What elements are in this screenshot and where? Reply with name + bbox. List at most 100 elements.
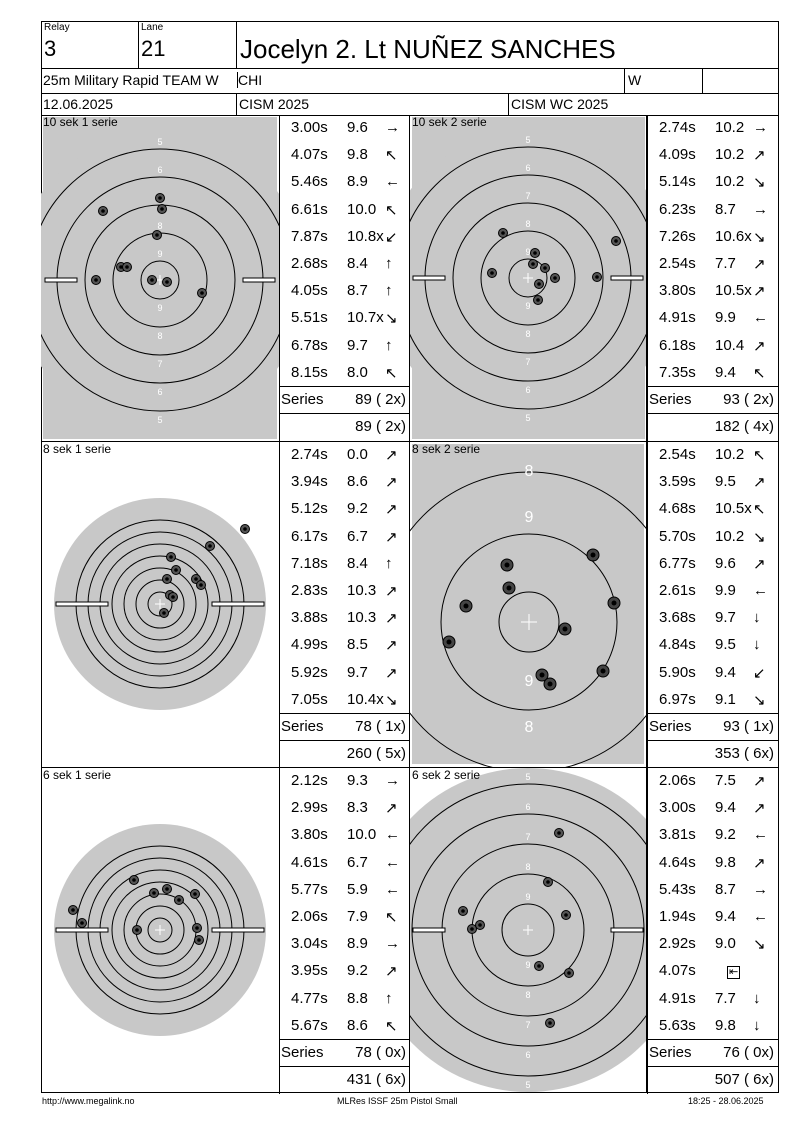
direction-arrow-icon: ← <box>753 826 768 844</box>
shot-row: 2.99s 8.3 ↗ <box>279 795 410 822</box>
direction-arrow-icon: ↗ <box>753 256 766 273</box>
shot-row: 4.68s 10.5x ↖ <box>647 496 778 523</box>
series-total: 76 ( 0x) <box>723 1044 774 1061</box>
svg-text:8: 8 <box>525 990 530 1000</box>
target-panel: 5 5 6 6 7 7 8 8 9 9 6 sek 2 serie <box>410 768 647 1094</box>
shot-time: 1.94s <box>659 908 696 925</box>
relay-number: 3 <box>44 36 57 61</box>
shot-score: 9.7 <box>715 609 736 627</box>
shot-row: 6.61s 10.0 ↖ <box>279 197 410 224</box>
shot-row: 3.94s 8.6 ↗ <box>279 469 410 496</box>
svg-text:5: 5 <box>525 772 530 782</box>
svg-text:7: 7 <box>525 357 530 367</box>
shot-score: 10.4x <box>347 690 384 708</box>
grid-line <box>279 1039 410 1040</box>
direction-arrow-icon: ↗ <box>385 447 398 464</box>
svg-text:7: 7 <box>157 359 162 369</box>
direction-arrow-icon: ↙ <box>753 664 766 682</box>
direction-arrow-icon: ↗ <box>753 474 766 492</box>
series-name: 6 sek 1 serie <box>43 768 112 782</box>
running-total: 507 ( 6x) <box>714 1071 774 1088</box>
shot-row: 2.74s 10.2 → <box>647 115 778 142</box>
svg-text:5: 5 <box>157 137 162 147</box>
direction-arrow-icon: ↘ <box>385 310 398 328</box>
shot-score: 8.5 <box>347 636 368 654</box>
svg-text:7: 7 <box>525 191 530 201</box>
shot-score: 8.0 <box>347 363 368 381</box>
shot-row: 2.74s 0.0 ↗ <box>279 442 410 469</box>
shot-row: 2.61s 9.9 ← <box>647 578 778 605</box>
shot-time: 2.61s <box>659 582 696 599</box>
shot-time: 3.94s <box>291 473 328 491</box>
direction-arrow-icon: ↓ <box>753 609 761 627</box>
direction-arrow-icon: ↗ <box>753 283 766 301</box>
shot-row: 3.88s 10.3 ↗ <box>279 605 410 632</box>
shot-time: 5.90s <box>659 663 696 681</box>
direction-arrow-icon: ← <box>753 309 768 327</box>
shot-score: 10.0 <box>347 826 377 844</box>
series-total-row: Series 93 ( 2x) <box>647 387 778 414</box>
target-panel: 5 5 6 6 7 7 8 8 9 9 10 sek 2 serie <box>410 115 647 441</box>
shot-time: 2.99s <box>291 799 328 817</box>
direction-arrow-icon: ↗ <box>385 637 398 655</box>
shot-score: 9.8 <box>347 146 368 164</box>
shot-row: 2.12s 9.3 → <box>279 768 410 795</box>
event-name: 25m Military Rapid TEAM W <box>43 72 219 88</box>
direction-arrow-icon: ↗ <box>385 963 398 981</box>
shot-time: 4.05s <box>291 282 328 300</box>
direction-arrow-icon: ↑ <box>385 554 393 572</box>
shot-score: 0.0 <box>347 446 368 463</box>
shot-time: 4.84s <box>659 636 696 654</box>
grid-line <box>647 413 778 414</box>
grid-line <box>647 386 778 387</box>
direction-arrow-icon: ↗ <box>753 337 766 355</box>
svg-text:6: 6 <box>525 163 530 173</box>
shot-row: 6.18s 10.4 ↗ <box>647 333 778 360</box>
svg-text:6: 6 <box>525 1050 530 1060</box>
running-total-row: 507 ( 6x) <box>647 1067 778 1094</box>
shot-score: 9.8 <box>715 853 736 871</box>
shot-row: 2.06s 7.9 ↖ <box>279 904 410 931</box>
direction-arrow-icon: → <box>753 200 768 218</box>
grid-line <box>647 713 778 714</box>
shot-row: 6.17s 6.7 ↗ <box>279 524 410 551</box>
shot-score: 9.0 <box>715 935 736 953</box>
shot-row: 5.92s 9.7 ↗ <box>279 660 410 687</box>
svg-text:8: 8 <box>157 331 162 341</box>
shot-row: 4.07s 9.8 ↖ <box>279 142 410 169</box>
shot-score: 10.5x <box>715 282 752 300</box>
direction-arrow-icon: ↗ <box>753 854 766 872</box>
shot-score: 10.3 <box>347 609 377 627</box>
svg-text:5: 5 <box>157 415 162 425</box>
shot-time: 2.74s <box>659 119 696 136</box>
shot-time: 4.77s <box>291 989 328 1007</box>
shot-time: 2.83s <box>291 582 328 599</box>
shot-score: 7.5 <box>715 772 736 789</box>
svg-text:8: 8 <box>525 219 530 229</box>
shot-score: 8.6 <box>347 1016 368 1034</box>
shot-time: 6.61s <box>291 200 328 218</box>
shot-row: 4.84s 9.5 ↓ <box>647 632 778 659</box>
shot-row: 5.77s 5.9 ← <box>279 877 410 904</box>
footer-url[interactable]: http://www.megalink.no <box>42 1096 135 1106</box>
shot-time: 4.64s <box>659 853 696 871</box>
series-total: 78 ( 0x) <box>355 1044 406 1061</box>
grid-line <box>647 740 778 741</box>
running-total: 260 ( 5x) <box>346 745 406 762</box>
shots-table: 2.74s 0.0 ↗ 3.94s 8.6 ↗ 5.12s 9.2 ↗ 6.17s 6.7 ↗ 7.18… <box>279 442 410 768</box>
running-total: 353 ( 6x) <box>714 745 774 762</box>
shot-score: 10.0 <box>347 200 377 218</box>
shot-row: 4.09s 10.2 ↗ <box>647 142 778 169</box>
shot-time: 5.67s <box>291 1016 328 1034</box>
series-label: Series <box>649 718 692 735</box>
shot-row: 6.23s 8.7 → <box>647 197 778 224</box>
shot-score: 8.3 <box>347 799 368 817</box>
lane-label: Lane <box>141 22 164 33</box>
svg-text:6: 6 <box>525 385 530 395</box>
shot-score: 7.7 <box>715 989 736 1007</box>
series-name: 10 sek 1 serie <box>43 115 118 129</box>
shot-time: 5.70s <box>659 527 696 545</box>
shot-row: 8.15s 8.0 ↖ <box>279 360 410 387</box>
shot-score: 9.5 <box>715 473 736 491</box>
